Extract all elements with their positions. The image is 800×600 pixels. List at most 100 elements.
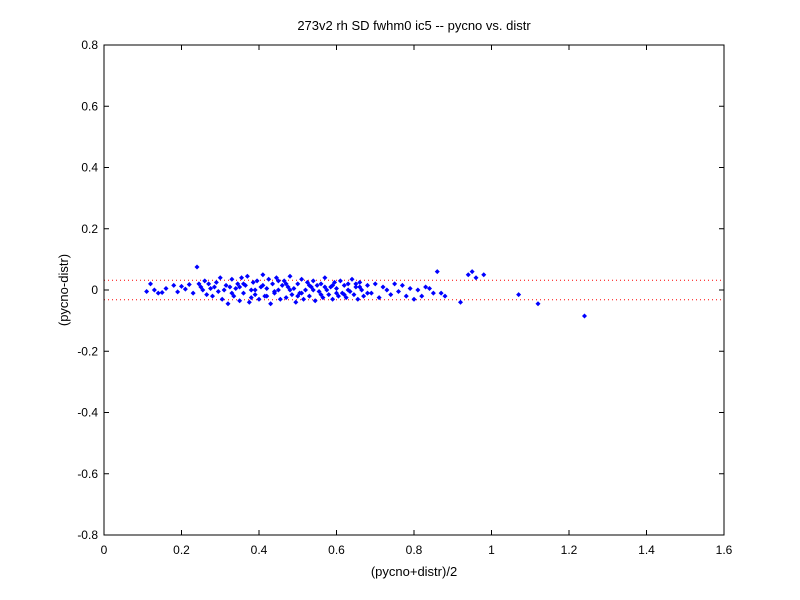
data-point	[353, 284, 359, 290]
y-tick-label: 0.6	[81, 99, 98, 113]
data-point	[221, 287, 227, 293]
data-point	[380, 284, 386, 290]
data-point	[330, 296, 336, 302]
data-point	[326, 292, 332, 298]
data-point	[204, 292, 210, 298]
chart-title: 273v2 rh SD fwhm0 ic5 -- pycno vs. distr	[297, 18, 531, 33]
data-point	[239, 275, 245, 281]
data-point	[186, 281, 192, 287]
axis-ticks: 0 0.2 0.4 0.6 0.8 1 1.2 1.4 1.6 -0.8 -0.6 -0.4 -0.2 0…	[77, 38, 732, 557]
data-point	[211, 284, 217, 290]
data-point	[275, 278, 281, 284]
data-point	[277, 296, 283, 302]
data-point	[217, 275, 223, 281]
data-point	[190, 290, 196, 296]
data-point	[330, 282, 336, 288]
data-point	[407, 285, 413, 291]
plot-area	[104, 264, 724, 319]
data-point	[151, 287, 157, 293]
data-point	[293, 299, 299, 305]
data-point	[219, 296, 225, 302]
data-point	[264, 293, 270, 299]
data-point	[458, 299, 463, 305]
data-point	[318, 292, 324, 298]
data-point	[310, 278, 316, 284]
data-point	[256, 296, 262, 302]
data-point	[229, 276, 235, 282]
data-point	[357, 284, 363, 290]
data-point	[419, 293, 425, 299]
y-tick-label: 0	[91, 283, 98, 297]
data-point	[442, 293, 448, 299]
data-point	[182, 286, 188, 292]
data-point	[227, 284, 233, 290]
x-tick-label: 0	[101, 543, 108, 557]
data-point	[241, 290, 246, 296]
data-point	[248, 287, 254, 293]
data-point	[210, 293, 215, 299]
data-point	[246, 299, 252, 305]
x-tick-label: 1.4	[638, 543, 655, 557]
data-point	[411, 296, 417, 302]
data-point	[252, 287, 258, 293]
data-point	[341, 282, 347, 288]
data-point	[314, 282, 320, 288]
data-point	[301, 296, 307, 302]
x-tick-label: 1.2	[561, 543, 578, 557]
data-point	[291, 285, 297, 291]
data-point	[260, 272, 266, 278]
data-point	[399, 282, 405, 288]
data-point	[194, 264, 200, 270]
y-tick-label: -0.2	[77, 344, 98, 358]
data-point	[376, 295, 382, 301]
data-point	[334, 285, 339, 291]
data-point	[295, 293, 301, 299]
data-point	[423, 284, 429, 290]
y-tick-label: -0.6	[77, 467, 98, 481]
data-point	[299, 290, 305, 296]
data-point	[148, 281, 153, 287]
y-tick-label: 0.2	[81, 222, 98, 236]
data-point	[268, 301, 274, 307]
y-tick-label: 0.8	[81, 38, 98, 52]
data-point	[365, 290, 370, 296]
data-point	[535, 301, 541, 307]
data-point	[430, 290, 436, 296]
data-point	[179, 283, 184, 289]
data-point	[345, 287, 351, 293]
data-point	[368, 290, 374, 296]
data-point	[353, 281, 359, 287]
x-tick-label: 0.4	[251, 543, 268, 557]
data-point	[434, 269, 440, 275]
x-tick-label: 0.8	[406, 543, 423, 557]
data-point	[279, 282, 285, 288]
y-tick-label: 0.4	[81, 161, 98, 175]
data-point	[202, 278, 208, 284]
data-point	[351, 292, 357, 298]
data-point	[144, 289, 150, 295]
data-point	[283, 281, 289, 287]
x-tick-label: 1.6	[716, 543, 733, 557]
data-point	[396, 289, 401, 295]
data-point	[254, 278, 260, 284]
data-point	[516, 292, 522, 298]
data-point	[171, 282, 177, 288]
data-point	[438, 290, 444, 296]
data-point	[582, 313, 587, 319]
data-point	[306, 282, 312, 288]
y-tick-label: -0.4	[77, 406, 98, 420]
data-point	[361, 293, 367, 299]
data-point	[215, 289, 221, 295]
y-tick-label: -0.8	[77, 528, 98, 542]
data-point	[403, 293, 409, 299]
x-tick-label: 1	[488, 543, 495, 557]
data-point	[345, 281, 351, 287]
data-point	[206, 281, 212, 287]
data-point	[322, 275, 328, 281]
y-axis-label: (pycno-distr)	[56, 254, 71, 326]
data-point	[266, 276, 272, 282]
plot-frame	[103, 44, 725, 536]
data-point	[248, 295, 254, 301]
data-point	[334, 290, 339, 296]
